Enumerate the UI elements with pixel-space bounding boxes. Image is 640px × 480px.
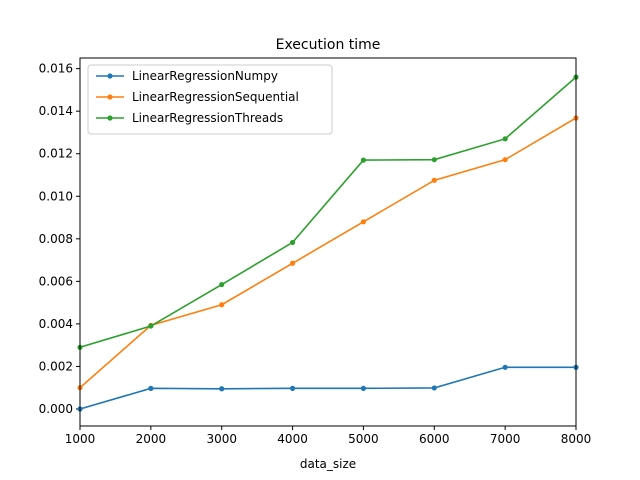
x-axis-label: data_size bbox=[300, 457, 356, 471]
data-point-linear-regression-numpy bbox=[360, 385, 367, 391]
x-tick-label: 4000 bbox=[277, 432, 308, 446]
data-point-linear-regression-numpy bbox=[219, 386, 225, 392]
data-point-linear-regression-numpy bbox=[148, 385, 154, 391]
x-tick-label: 8000 bbox=[561, 432, 592, 446]
data-point-linear-regression-threads bbox=[219, 281, 225, 288]
legend-label: LinearRegressionNumpy bbox=[132, 69, 278, 83]
data-point-linear-regression-threads bbox=[360, 157, 367, 163]
legend-label: LinearRegressionThreads bbox=[132, 111, 283, 125]
data-point-linear-regression-threads bbox=[289, 239, 296, 246]
x-tick-label: 5000 bbox=[348, 432, 379, 446]
y-tick-label: 0.014 bbox=[39, 104, 73, 118]
series-line-linear-regression-threads bbox=[79, 76, 577, 349]
data-point-linear-regression-sequential bbox=[431, 177, 437, 183]
legend-box bbox=[87, 64, 333, 135]
x-tick-label: 1000 bbox=[65, 432, 96, 446]
y-axis: 0.000 0.002 0.004 0.006 0.008 0.010 0.012 0.014… bbox=[39, 62, 80, 416]
y-tick-label: 0.012 bbox=[39, 147, 73, 161]
legend: LinearRegressionNumpy LinearRegressionSeq… bbox=[87, 64, 333, 135]
data-point-linear-regression-sequential bbox=[219, 302, 225, 308]
data-point-linear-regression-numpy bbox=[289, 385, 296, 391]
data-point-linear-regression-numpy bbox=[502, 364, 508, 370]
series-line-linear-regression-sequential bbox=[79, 117, 577, 389]
y-tick-label: 0.008 bbox=[39, 232, 73, 246]
data-point-linear-regression-threads bbox=[502, 136, 508, 142]
x-axis: 1000 2000 3000 4000 5000 6000 7000 8000 bbox=[65, 426, 592, 446]
legend-marker bbox=[107, 115, 113, 121]
data-point-linear-regression-sequential bbox=[502, 157, 508, 163]
x-tick-label: 3000 bbox=[206, 432, 237, 446]
data-point-linear-regression-sequential bbox=[360, 219, 367, 225]
series-line-linear-regression-numpy bbox=[79, 366, 576, 410]
legend-marker bbox=[107, 94, 113, 100]
axes-frame bbox=[79, 57, 577, 427]
y-tick-label: 0.016 bbox=[39, 62, 73, 76]
data-point-linear-regression-numpy bbox=[431, 385, 437, 391]
x-tick-label: 7000 bbox=[490, 432, 521, 446]
chart-title: Execution time bbox=[276, 37, 381, 53]
legend-label: LinearRegressionSequential bbox=[132, 90, 299, 104]
x-tick-label: 6000 bbox=[419, 432, 450, 446]
data-point-linear-regression-threads bbox=[148, 323, 154, 329]
data-point-linear-regression-threads bbox=[431, 157, 437, 163]
data-point-linear-regression-sequential bbox=[289, 260, 296, 266]
y-tick-label: 0.002 bbox=[39, 359, 73, 373]
y-tick-label: 0.010 bbox=[39, 189, 73, 203]
x-tick-label: 2000 bbox=[136, 432, 167, 446]
y-tick-label: 0.000 bbox=[39, 402, 73, 416]
legend-marker bbox=[107, 73, 113, 79]
series-layer bbox=[77, 74, 579, 412]
y-tick-label: 0.006 bbox=[39, 274, 73, 288]
y-tick-label: 0.004 bbox=[39, 317, 73, 331]
